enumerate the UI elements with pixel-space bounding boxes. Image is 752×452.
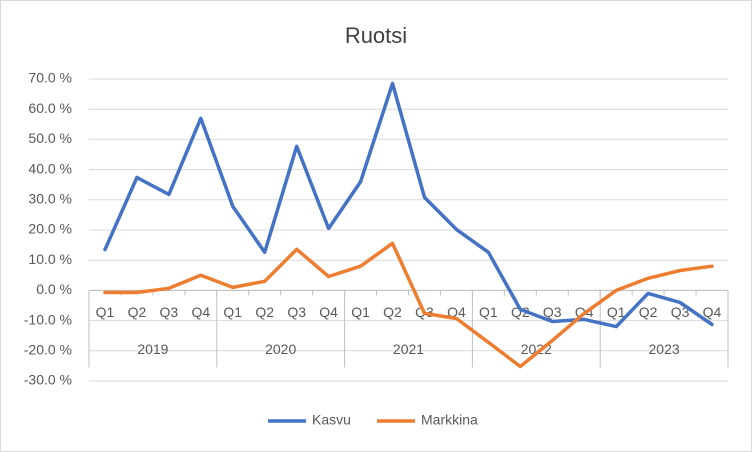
group-label: 2020 xyxy=(265,341,296,357)
y-tick-label: -20.0 % xyxy=(24,342,72,358)
series-line xyxy=(103,81,714,329)
x-tick-label: Q3 xyxy=(160,304,179,320)
x-tick-label: Q3 xyxy=(543,304,562,320)
y-tick-label: 40.0 % xyxy=(28,160,72,176)
y-tick-label: 20.0 % xyxy=(28,221,72,237)
x-tick-label: Q1 xyxy=(351,304,370,320)
x-tick-label: Q1 xyxy=(607,304,626,320)
x-tick-label: Q1 xyxy=(223,304,242,320)
x-tick-label: Q1 xyxy=(96,304,115,320)
legend-label: Markkina xyxy=(421,412,478,428)
x-tick-label: Q4 xyxy=(319,304,338,320)
x-tick-label: Q2 xyxy=(128,304,147,320)
y-tick-label: -10.0 % xyxy=(24,311,72,327)
y-tick-label: 60.0 % xyxy=(28,100,72,116)
x-tick-label: Q1 xyxy=(479,304,498,320)
y-tick-label: 10.0 % xyxy=(28,251,72,267)
group-label: 2023 xyxy=(649,341,680,357)
x-tick-label: Q2 xyxy=(255,304,274,320)
x-tick-label: Q3 xyxy=(287,304,306,320)
y-tick-label: -30.0 % xyxy=(24,372,72,388)
x-tick-label: Q2 xyxy=(511,304,530,320)
group-label: 2021 xyxy=(393,341,424,357)
group-label: 2019 xyxy=(137,341,168,357)
legend-label: Kasvu xyxy=(312,412,351,428)
x-tick-label: Q2 xyxy=(639,304,658,320)
series-line xyxy=(103,241,714,369)
y-tick-label: 50.0 % xyxy=(28,130,72,146)
x-tick-label: Q4 xyxy=(703,304,722,320)
x-tick-label: Q4 xyxy=(191,304,210,320)
x-tick-label: Q3 xyxy=(671,304,690,320)
y-tick-label: 30.0 % xyxy=(28,191,72,207)
y-tick-label: 70.0 % xyxy=(28,70,72,86)
chart-title: Ruotsi xyxy=(345,23,407,48)
x-tick-label: Q2 xyxy=(383,304,402,320)
y-tick-label: 0.0 % xyxy=(36,281,72,297)
